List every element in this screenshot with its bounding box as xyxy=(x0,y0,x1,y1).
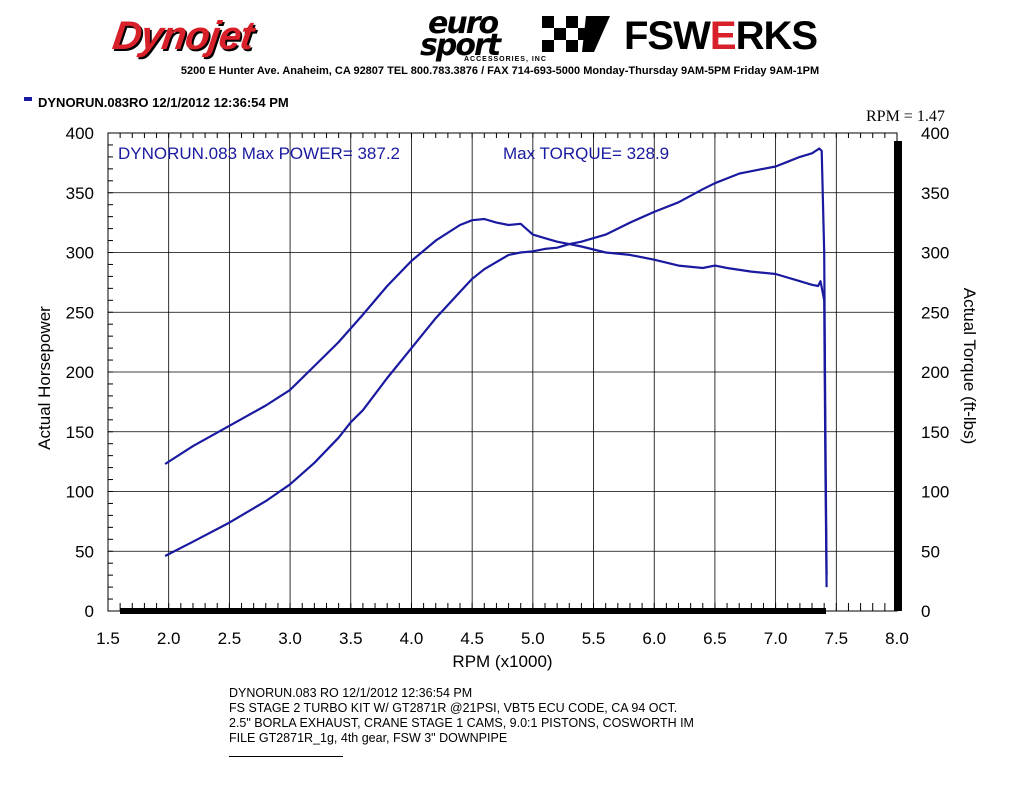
x-tick-label: 8.0 xyxy=(885,629,909,648)
x-tick-label: 2.5 xyxy=(218,629,242,648)
run-identifier-text: DYNORUN.083RO 12/1/2012 12:36:54 PM xyxy=(38,95,289,110)
run-notes: DYNORUN.083 RO 12/1/2012 12:36:54 PM FS … xyxy=(229,686,694,757)
run-identifier: DYNORUN.083RO 12/1/2012 12:36:54 PM xyxy=(24,95,289,110)
fswerks-logo-part-3: RKS xyxy=(735,14,818,58)
logo-banner: Dynojet euro sport ACCESSORIES, INC FSWE… xyxy=(0,0,1024,66)
torque-curve xyxy=(164,217,828,588)
eurosport-logo: euro sport ACCESSORIES, INC xyxy=(420,6,610,64)
shop-address: 5200 E Hunter Ave. Anaheim, CA 92807 TEL… xyxy=(180,65,820,77)
notes-line-3: 2.5" BORLA EXHAUST, CRANE STAGE 1 CAMS, … xyxy=(229,716,694,730)
y-tick-label: 350 xyxy=(66,184,94,203)
y2-tick-label: 300 xyxy=(921,244,949,263)
x-tick-label: 7.0 xyxy=(764,629,788,648)
y2-tick-label: 200 xyxy=(921,363,949,382)
x-tick-label: 6.5 xyxy=(703,629,727,648)
power-curve xyxy=(164,147,828,576)
x-tick-label: 2.0 xyxy=(157,629,181,648)
y2-tick-label: 400 xyxy=(921,124,949,143)
y2-tick-label: 0 xyxy=(921,602,930,621)
checkered-flag-icon xyxy=(542,16,610,52)
fswerks-logo: FSWERKS xyxy=(624,14,818,59)
x-tick-label: 4.0 xyxy=(400,629,424,648)
y-tick-label: 200 xyxy=(66,363,94,382)
fswerks-logo-part-1: FSW xyxy=(624,14,711,58)
notes-underline xyxy=(229,756,343,757)
notes-line-4: FILE GT2871R_1g, 4th gear, FSW 3" DOWNPI… xyxy=(229,731,508,745)
max-torque-annotation: Max TORQUE= 328.9 xyxy=(503,144,669,163)
eurosport-logo-word-1: euro xyxy=(428,6,499,41)
y-axis-title: Actual Horsepower xyxy=(35,306,54,450)
x-tick-label: 3.5 xyxy=(339,629,363,648)
x-axis-title: RPM (x1000) xyxy=(452,652,552,671)
eurosport-logo-word-2: sport xyxy=(420,28,501,63)
x-tick-label: 5.0 xyxy=(521,629,545,648)
y-tick-label: 300 xyxy=(66,244,94,263)
notes-line-1: DYNORUN.083 RO 12/1/2012 12:36:54 PM xyxy=(229,686,473,700)
y-tick-label: 400 xyxy=(66,124,94,143)
y2-axis-bar xyxy=(894,141,902,611)
rpm-readout: RPM = 1.47 xyxy=(866,108,945,125)
x-tick-label: 5.5 xyxy=(582,629,606,648)
y2-tick-label: 250 xyxy=(921,303,949,322)
y-tick-label: 50 xyxy=(75,542,94,561)
fswerks-logo-part-2: E xyxy=(709,14,737,58)
y2-tick-label: 50 xyxy=(921,542,940,561)
y2-tick-label: 350 xyxy=(921,184,949,203)
y2-axis-title: Actual Torque (ft-lbs) xyxy=(960,288,979,445)
y-tick-label: 250 xyxy=(66,303,94,322)
notes-line-2: FS STAGE 2 TURBO KIT W/ GT2871R @21PSI, … xyxy=(229,701,678,715)
eurosport-logo-tagline: ACCESSORIES, INC xyxy=(464,56,547,63)
y2-tick-label: 100 xyxy=(921,483,949,502)
y-tick-label: 0 xyxy=(85,602,94,621)
x-axis-bar xyxy=(120,608,826,614)
x-tick-label: 6.0 xyxy=(642,629,666,648)
y-tick-label: 150 xyxy=(66,423,94,442)
x-tick-label: 3.0 xyxy=(278,629,302,648)
max-power-annotation: DYNORUN.083 Max POWER= 387.2 xyxy=(118,144,400,163)
y2-tick-label: 150 xyxy=(921,423,949,442)
y-tick-label: 100 xyxy=(66,483,94,502)
x-tick-label: 7.5 xyxy=(824,629,848,648)
x-tick-label: 1.5 xyxy=(96,629,120,648)
legend-mark xyxy=(24,97,32,101)
x-tick-label: 4.5 xyxy=(460,629,484,648)
